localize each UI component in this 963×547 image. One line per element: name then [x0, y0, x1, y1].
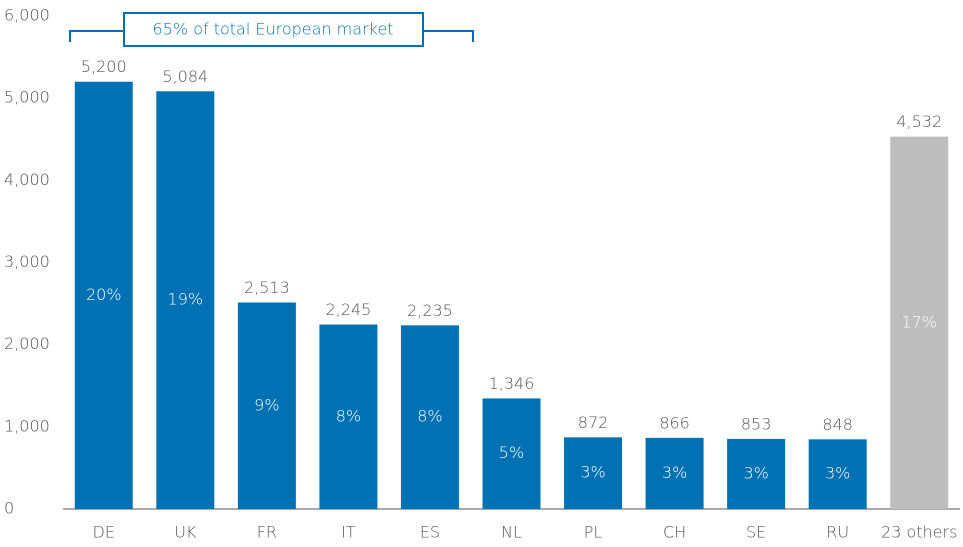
bar — [645, 437, 704, 509]
bracket — [69, 30, 474, 42]
annotation: 65% of total European market — [153, 20, 394, 39]
value-label: 2,235 — [407, 301, 453, 320]
x-tick-label: 23 others — [881, 523, 957, 542]
bar — [400, 325, 459, 509]
y-tick-label: 0 — [4, 499, 14, 518]
value-label: 2,513 — [244, 278, 290, 297]
bar — [564, 437, 623, 509]
x-tick-label: SE — [746, 523, 766, 542]
x-tick-label: NL — [501, 523, 522, 542]
x-tick-label: RU — [826, 523, 849, 542]
value-label: 853 — [741, 414, 772, 433]
y-tick-label: 1,000 — [4, 416, 50, 435]
y-tick-label: 2,000 — [4, 334, 50, 353]
x-tick-label: DE — [93, 523, 115, 542]
share-label: 3% — [580, 463, 605, 482]
y-tick-label: 6,000 — [4, 6, 50, 25]
y-tick-label: 5,000 — [4, 88, 50, 107]
bar — [727, 438, 786, 509]
share-label: 9% — [254, 395, 279, 414]
annotation-box — [123, 12, 424, 47]
value-label: 848 — [822, 415, 853, 434]
x-tick-label: PL — [584, 523, 603, 542]
x-tick-label: CH — [663, 523, 686, 542]
x-tick-label: FR — [257, 523, 277, 542]
share-label: 8% — [417, 407, 442, 426]
value-label: 2,245 — [326, 300, 372, 319]
y-tick-label: 4,000 — [4, 170, 50, 189]
x-tick-label: IT — [341, 523, 356, 542]
value-label: 1,346 — [489, 374, 535, 393]
value-label: 5,084 — [162, 67, 208, 86]
bar — [319, 324, 378, 509]
share-label: 3% — [825, 464, 850, 483]
bar — [482, 398, 541, 509]
x-tick-label: UK — [174, 523, 197, 542]
share-label: 3% — [743, 463, 768, 482]
bar — [237, 302, 296, 509]
share-label: 8% — [336, 406, 361, 425]
bar — [808, 439, 867, 509]
value-label: 5,200 — [81, 57, 127, 76]
value-label: 4,532 — [896, 112, 942, 131]
share-label: 19% — [168, 290, 204, 309]
bar — [74, 81, 133, 509]
x-tick-label: ES — [420, 523, 440, 542]
share-label: 20% — [86, 285, 122, 304]
value-label: 866 — [659, 413, 690, 432]
share-label: 5% — [499, 443, 524, 462]
y-tick-label: 3,000 — [4, 252, 50, 271]
bar — [890, 136, 949, 509]
value-label: 872 — [578, 413, 609, 432]
bar — [156, 91, 215, 510]
share-label: 3% — [662, 463, 687, 482]
share-label: 17% — [901, 312, 937, 331]
